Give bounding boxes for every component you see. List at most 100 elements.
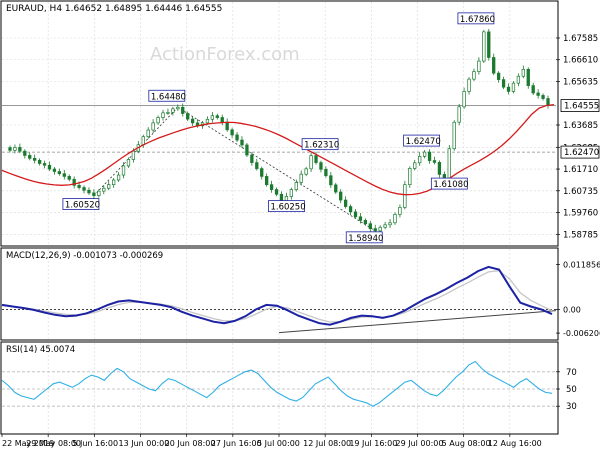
candle [492, 57, 496, 74]
candle [52, 168, 57, 172]
candle [358, 216, 363, 221]
trendline-up [93, 106, 179, 196]
candle [13, 147, 17, 151]
candle [477, 60, 481, 72]
candle [388, 222, 392, 226]
candle [294, 182, 298, 190]
macd-tick-label: -0.006206 [563, 329, 600, 338]
candle [274, 189, 279, 195]
price-title: EURAUD, H4 1.64652 1.64895 1.64446 1.645… [6, 4, 222, 14]
candle [156, 117, 160, 124]
x-tick-label: 13 Jun 00:00 [119, 439, 170, 448]
candle [215, 115, 219, 118]
macd-trendline [278, 310, 557, 334]
candle [368, 223, 372, 229]
price-tick-label: 1.66610 [563, 56, 598, 66]
candle [329, 175, 333, 186]
price-annotation-box [62, 198, 100, 210]
price-tick-label: 1.61710 [563, 165, 598, 175]
candle [383, 224, 387, 228]
candle [334, 184, 338, 193]
candle [536, 92, 540, 96]
candle [230, 129, 234, 136]
candle [62, 173, 66, 177]
price-level-tag [560, 99, 600, 112]
price-annotation-label: 1.67860 [460, 15, 495, 25]
candle [92, 192, 96, 196]
candle [77, 184, 81, 188]
candle [37, 159, 42, 164]
candle [112, 179, 116, 186]
candle [250, 154, 254, 163]
candle [378, 226, 382, 232]
price-annotation-box [345, 231, 383, 244]
price-annotation-label: 1.61080 [433, 180, 468, 190]
candle [23, 150, 27, 156]
price-tick-label: 1.60735 [563, 187, 598, 197]
candle [210, 115, 215, 120]
x-tick-label: 20 Jun 08:00 [165, 439, 216, 448]
candle [97, 190, 101, 196]
macd-title: MACD(12,26,9) -0.001073 -0.000269 [6, 251, 163, 261]
rsi-title: RSI(14) 45.0074 [6, 345, 75, 355]
candle [373, 228, 377, 232]
price-y-axis: 1.675851.666101.656351.645551.636851.626… [556, 34, 600, 240]
candle [87, 189, 91, 194]
price-tick-label: 1.63685 [563, 121, 598, 131]
candle [521, 68, 525, 77]
candle [225, 121, 229, 131]
price-panel-frame [0, 0, 559, 247]
price-annotations: 1.64480 1.60520 1.62310 1.60250 1.58940 1.624… [62, 12, 495, 244]
candle [47, 164, 52, 170]
candle [432, 160, 437, 163]
candle [501, 79, 506, 88]
candle [240, 139, 244, 146]
candle [482, 31, 486, 62]
price-annotation-box [301, 138, 339, 151]
candle [8, 147, 12, 151]
trendline-down [177, 106, 376, 232]
candle [511, 82, 516, 92]
price-tick-label: 1.59760 [563, 209, 598, 219]
candle [126, 159, 131, 167]
macd-tick-label: 0.00 [563, 306, 581, 315]
candle [190, 118, 195, 124]
x-tick-label: 5 Jul 00:00 [257, 439, 300, 448]
candle [235, 134, 239, 141]
macd-grid [47, 249, 511, 339]
rsi-line [1, 360, 553, 407]
rsi-panel-frame [0, 341, 559, 435]
candle [28, 155, 32, 159]
candle [422, 151, 427, 157]
candle [220, 117, 224, 123]
x-tick-label: 5 Jun 16:00 [72, 439, 118, 448]
macd-panel: 0.011856 0.00 -0.006206 MACD(12,26,9) -0.0… [0, 247, 600, 341]
candle [176, 106, 180, 110]
rsi-tick-label: 50 [566, 385, 577, 395]
price-annotation-label: 1.58940 [348, 234, 383, 244]
price-annotation-label: 1.60520 [65, 201, 100, 211]
candle [107, 184, 111, 189]
candle [403, 184, 407, 208]
price-tick-label: 1.67585 [563, 34, 598, 44]
candle [245, 144, 249, 156]
price-tick-label: 1.62470 [564, 148, 599, 158]
candle [452, 121, 456, 150]
price-annotation-label: 1.64480 [151, 92, 186, 102]
candle [67, 176, 71, 180]
candle [427, 151, 432, 161]
price-level-tag [560, 145, 600, 159]
price-annotation-box [403, 134, 441, 147]
price-tick-label: 1.64555 [564, 102, 599, 112]
candle [161, 112, 165, 118]
candle [353, 211, 358, 218]
rsi-panel: 30 50 70 RSI(14) 45.0074 [0, 341, 577, 435]
price-annotation-box [268, 200, 305, 213]
x-tick-label: 12 Jul 08:00 [303, 439, 351, 448]
candle [319, 162, 323, 170]
candle [487, 31, 491, 58]
x-tick-label: 5 Aug 08:00 [442, 439, 491, 448]
rsi-tick-label: 30 [566, 402, 577, 412]
